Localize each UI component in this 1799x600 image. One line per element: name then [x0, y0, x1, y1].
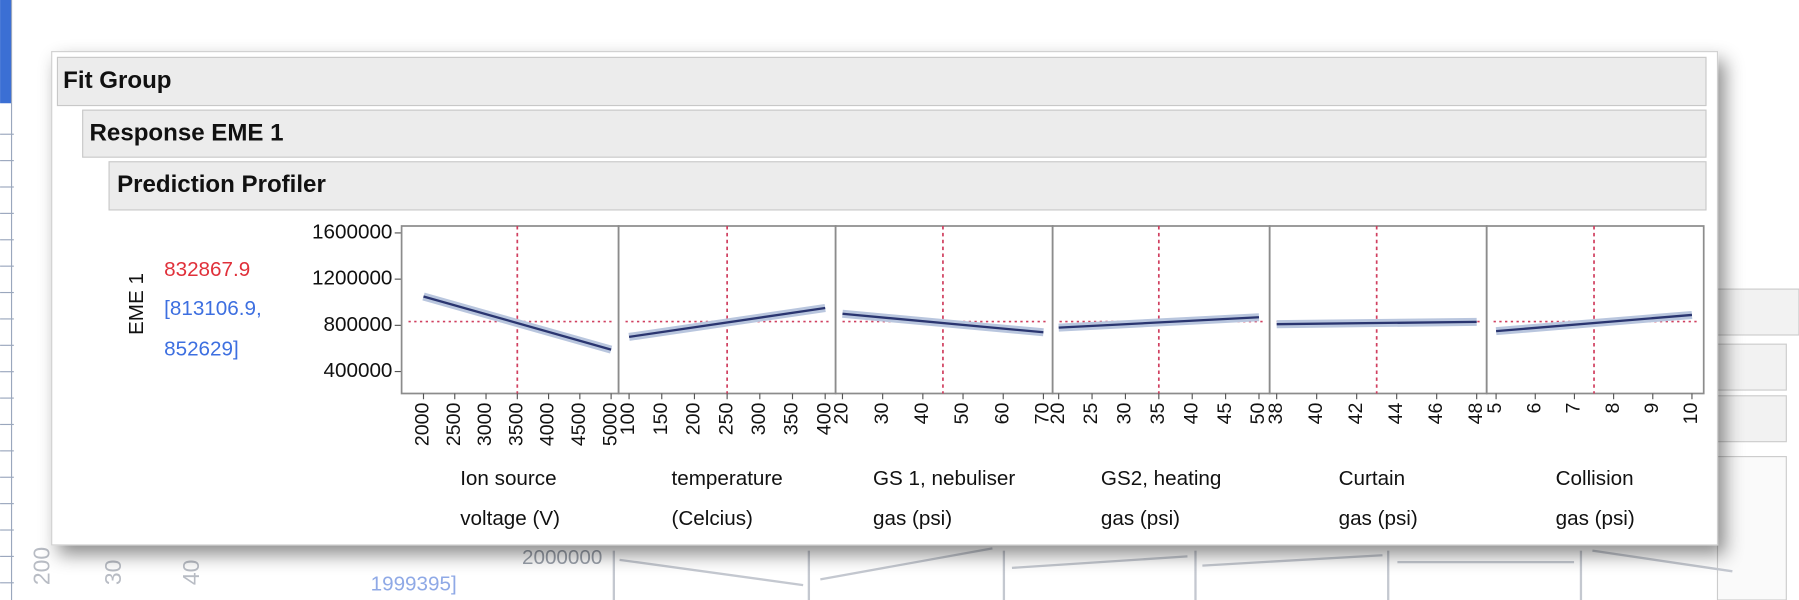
x-tick-label: 30: [1114, 403, 1136, 425]
y-tick-label: 1200000: [312, 267, 392, 290]
profile-line: [628, 306, 826, 339]
x-axis-label: gas (psi): [1339, 507, 1418, 530]
x-tick-label: 45: [1214, 403, 1236, 425]
x-axis-label: temperature: [671, 467, 782, 490]
x-tick-label: 400: [813, 403, 835, 436]
x-tick-label: 40: [1180, 403, 1202, 425]
x-tick-label: 3000: [474, 403, 496, 447]
outline-header[interactable]: [56, 56, 1707, 107]
x-tick-label: 300: [748, 403, 770, 436]
x-tick-label: 5000: [599, 403, 621, 447]
x-tick-label: 25: [1080, 403, 1102, 425]
x-tick-label: 7: [1563, 403, 1585, 414]
x-tick-label: 2000: [412, 403, 434, 447]
y-tick-label: 400000: [324, 359, 393, 382]
header-title: Fit Group: [63, 67, 171, 94]
x-tick-label: 46: [1425, 403, 1447, 425]
x-tick-label: 48: [1465, 403, 1487, 425]
y-axis-label: EME 1: [125, 273, 148, 335]
profile-line: [1276, 320, 1477, 326]
x-tick-label: 4000: [537, 403, 559, 447]
profiler-plot: EME 1 832867.9 [813106.9, 852629] 400000 8000…: [125, 220, 1705, 530]
x-tick-label: 10: [1680, 403, 1702, 425]
x-axis-label: gas (psi): [1101, 507, 1180, 530]
predicted-value: 832867.9: [164, 258, 250, 281]
outline-header[interactable]: [108, 161, 1707, 211]
x-axis-label: gas (psi): [1556, 507, 1635, 530]
y-tick-label: 1600000: [312, 220, 392, 243]
x-axis-label: gas (psi): [873, 507, 952, 530]
profile-line: [423, 295, 612, 351]
header-title: Response EME 1: [90, 120, 284, 147]
x-tick-label: 100: [617, 403, 639, 436]
x-tick-label: 250: [715, 403, 737, 436]
x-axis-label: GS 1, nebuliser: [873, 467, 1015, 490]
x-tick-label: 5: [1484, 403, 1506, 414]
outline-header[interactable]: [82, 109, 1707, 158]
background-text: 1999395]: [371, 573, 457, 596]
x-tick-label: 42: [1345, 403, 1367, 425]
profile-line: [1058, 316, 1260, 329]
x-tick-label: 35: [1147, 403, 1169, 425]
header-title: Prediction Profiler: [117, 171, 326, 198]
interval-label: [813106.9,: [164, 297, 262, 320]
x-tick-label: 3500: [505, 403, 527, 447]
profile-line: [1495, 313, 1693, 333]
x-axis-label: GS2, heating: [1101, 467, 1222, 490]
x-axis-label: (Celcius): [671, 507, 752, 530]
x-tick-label: 44: [1385, 403, 1407, 425]
x-tick-label: 150: [650, 403, 672, 436]
x-tick-label: 40: [911, 403, 933, 425]
background-text: 2000000: [522, 546, 602, 569]
background-text: 200: [29, 547, 55, 585]
panel-frame: [1485, 225, 1705, 395]
y-tick-label: 800000: [324, 313, 393, 336]
x-tick-label: 4500: [568, 403, 590, 447]
x-tick-label: 40: [1305, 403, 1327, 425]
profile-line: [842, 312, 1044, 334]
x-axis-label: voltage (V): [460, 507, 560, 530]
x-axis-label: Curtain: [1339, 467, 1406, 490]
x-tick-label: 8: [1602, 403, 1624, 414]
x-axis-label: Collision: [1556, 467, 1634, 490]
background-text: 40: [178, 560, 204, 586]
x-tick-label: 350: [781, 403, 803, 436]
background-text: 30: [100, 560, 126, 586]
x-tick-label: 70: [1032, 403, 1054, 425]
x-tick-label: 50: [1247, 403, 1269, 425]
x-tick-label: 9: [1641, 403, 1663, 414]
x-tick-label: 20: [1047, 403, 1069, 425]
x-tick-label: 60: [991, 403, 1013, 425]
x-tick-label: 2500: [443, 403, 465, 447]
x-tick-label: 30: [871, 403, 893, 425]
x-tick-label: 20: [831, 403, 853, 425]
x-tick-label: 6: [1523, 403, 1545, 414]
x-tick-label: 200: [683, 403, 705, 436]
x-tick-label: 38: [1265, 403, 1287, 425]
interval-label: 852629]: [164, 337, 239, 360]
x-tick-label: 50: [951, 403, 973, 425]
x-axis-label: Ion source: [460, 467, 556, 490]
